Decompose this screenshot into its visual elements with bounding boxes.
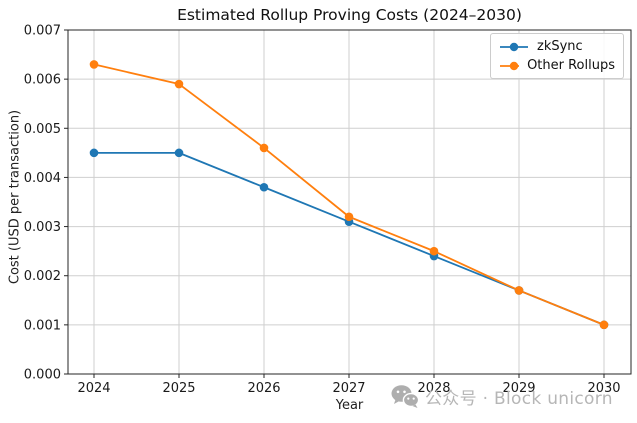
data-point-other-rollups-2030 xyxy=(599,320,609,330)
x-tick-label: 2024 xyxy=(77,381,110,396)
y-axis-label: Cost (USD per transaction) xyxy=(7,109,23,285)
watermark-text: 公众号 · Block unicorn xyxy=(425,389,613,409)
legend-item-other-rollups: Other Rollups xyxy=(491,56,623,75)
data-point-other-rollups-2026 xyxy=(259,143,269,153)
data-point-other-rollups-2029 xyxy=(514,286,524,295)
x-tick-label: 2027 xyxy=(332,381,365,396)
data-point-zksync-2024 xyxy=(89,148,99,158)
y-tick-label: 0.002 xyxy=(24,269,61,284)
x-tick-label: 2025 xyxy=(162,381,195,396)
x-tick-label: 2028 xyxy=(417,381,450,396)
legend-label-other-rollups: Other Rollups xyxy=(527,58,615,73)
data-point-other-rollups-2027 xyxy=(344,212,354,222)
x-tick-label: 2030 xyxy=(587,381,620,396)
y-tick-label: 0.000 xyxy=(24,368,61,383)
y-tick-label: 0.001 xyxy=(24,318,61,333)
data-point-other-rollups-2024 xyxy=(89,60,99,69)
chart-title: Estimated Rollup Proving Costs (2024–203… xyxy=(177,6,522,24)
x-tick-label: 2029 xyxy=(502,381,535,396)
y-tick-label: 0.006 xyxy=(24,73,61,88)
legend-marker-other-rollups xyxy=(500,61,520,70)
x-tick-label: 2026 xyxy=(247,381,280,396)
x-axis-label: Year xyxy=(335,398,364,413)
data-point-other-rollups-2025 xyxy=(174,79,184,89)
legend-item-zksync: zkSync xyxy=(491,37,623,56)
y-tick-label: 0.005 xyxy=(24,122,61,137)
y-tick-label: 0.004 xyxy=(24,171,61,186)
legend-marker-zksync xyxy=(500,42,528,51)
data-point-zksync-2026 xyxy=(259,182,269,192)
y-tick-label: 0.003 xyxy=(24,220,61,235)
wechat-icon xyxy=(391,385,419,408)
legend: zkSync Other Rollups xyxy=(490,33,624,79)
data-point-other-rollups-2028 xyxy=(429,246,439,256)
data-point-zksync-2025 xyxy=(174,148,184,158)
legend-label-zksync: zkSync xyxy=(537,39,583,54)
watermark: 公众号 · Block unicorn xyxy=(391,384,613,409)
y-tick-label: 0.007 xyxy=(24,24,61,39)
